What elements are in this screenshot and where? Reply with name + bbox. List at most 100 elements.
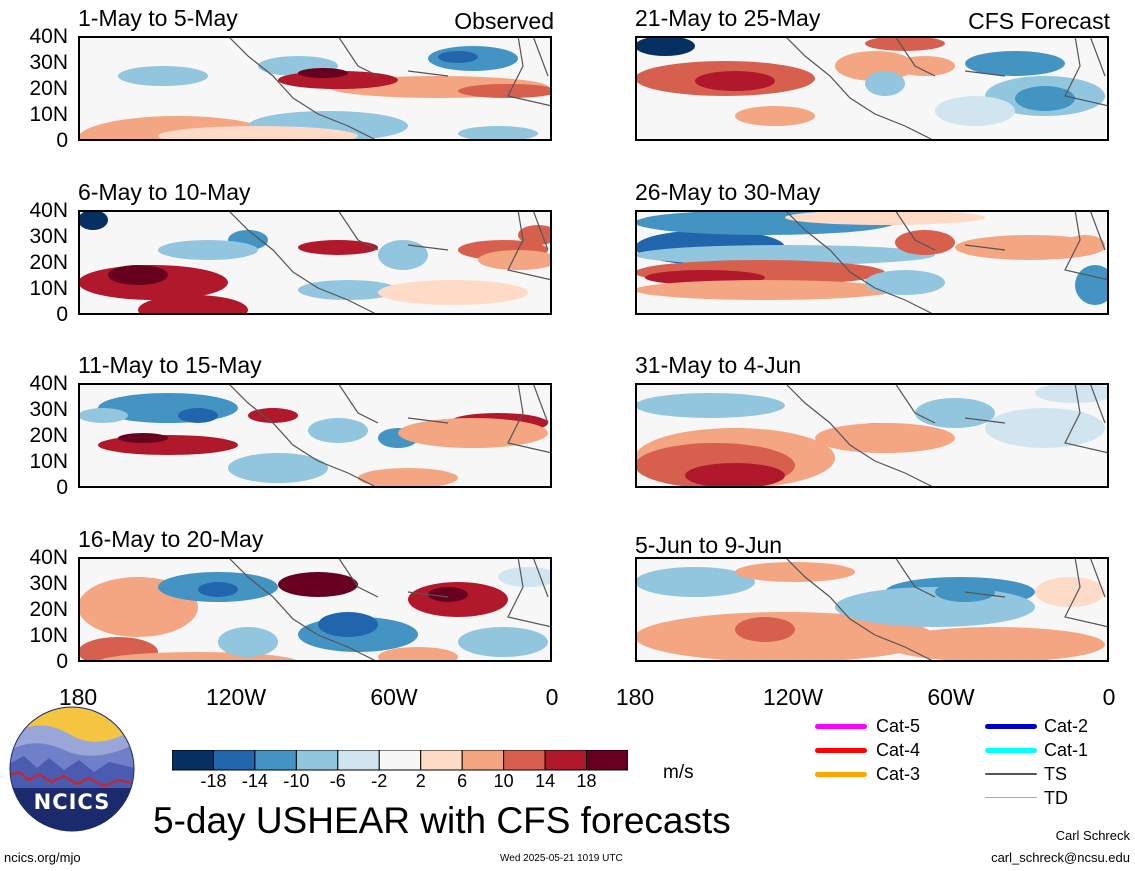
map-panel: [635, 557, 1109, 662]
shear-contour: [985, 408, 1105, 448]
y-tick-label: 0: [56, 303, 68, 326]
shear-contour: [438, 51, 478, 63]
x-tick-label: 0: [545, 684, 559, 710]
coastline: [784, 557, 1109, 662]
colorbar-tick-label: -10: [283, 771, 310, 791]
shear-contour: [378, 647, 458, 662]
colorbar-tick-label: 2: [415, 771, 426, 791]
map-panel: [635, 383, 1109, 488]
coastline: [227, 383, 552, 488]
panel-title: 31-May to 4-Jun: [635, 352, 802, 378]
map-frame: [635, 557, 1109, 662]
colorbar-tick-label: -18: [200, 771, 227, 791]
colorbar-tick-label: -2: [371, 771, 388, 791]
y-tick-label: 10N: [29, 277, 68, 300]
legend-label: Cat-5: [876, 716, 921, 736]
shear-contour: [218, 627, 278, 657]
y-tick-label: 40N: [29, 25, 68, 48]
shear-contour: [478, 250, 552, 270]
map-panel: [78, 557, 552, 662]
y-tick-label: 40N: [29, 372, 68, 395]
shear-contour: [935, 96, 1015, 126]
map-frame: [78, 210, 552, 315]
shear-contour: [458, 84, 552, 98]
x-tick-label: 120W: [762, 684, 824, 710]
shear-contour: [228, 453, 328, 483]
legend-label: TS: [1044, 764, 1068, 784]
shear-contour: [318, 612, 378, 637]
footer-url: ncics.org/mjo: [4, 850, 81, 865]
colorbar-swatch: [461, 750, 505, 771]
x-tick-label: 60W: [370, 684, 418, 710]
shear-contour: [248, 408, 298, 423]
shear-contour: [865, 36, 945, 51]
colorbar-swatch: [503, 750, 546, 771]
colorbar-tick-label: -14: [241, 771, 268, 791]
y-tick-label: 20N: [29, 598, 68, 621]
colorbar-tick-label: 14: [535, 771, 556, 791]
shear-contour: [695, 71, 775, 91]
shear-contour: [1065, 235, 1105, 255]
map-panel: [78, 36, 552, 141]
shear-contour: [735, 106, 815, 126]
map-frame: [78, 557, 552, 662]
legend-line-ts: [985, 773, 1037, 775]
legend-label: Cat-3: [876, 764, 921, 784]
y-tick-label: 30N: [29, 398, 68, 421]
shear-contour: [635, 245, 935, 265]
shear-contour: [518, 225, 552, 245]
coastline: [227, 557, 552, 662]
coastline: [784, 210, 1109, 315]
shear-contour: [865, 71, 905, 96]
shear-contour: [1015, 86, 1075, 111]
map-frame: [635, 36, 1109, 141]
x-tick-label: 180: [615, 684, 655, 710]
x-tick-label: 0: [1102, 684, 1116, 710]
y-tick-label: 30N: [29, 225, 68, 248]
coastline: [784, 383, 1109, 488]
shear-contour: [635, 393, 785, 418]
legend-line-cat5: [815, 724, 867, 729]
y-tick-label: 10N: [29, 450, 68, 473]
panel-title: 1-May to 5-May: [78, 5, 238, 31]
colorbar-tick-label: 10: [493, 771, 514, 791]
y-tick-label: 0: [56, 650, 68, 673]
y-tick-label: 0: [56, 476, 68, 499]
y-tick-label: 20N: [29, 424, 68, 447]
legend-line-cat3: [815, 772, 867, 777]
shear-contour: [358, 468, 458, 488]
panel-title: 21-May to 25-May: [635, 5, 821, 31]
colorbar-swatch: [172, 750, 214, 771]
map-frame: [78, 383, 552, 488]
footer-author: Carl Schreck: [1055, 828, 1130, 843]
map-panel: [78, 210, 552, 315]
legend-line-td: [985, 797, 1037, 798]
shear-contour: [138, 295, 248, 315]
y-tick-label: 40N: [29, 199, 68, 222]
shear-contour: [118, 66, 208, 86]
colorbar-swatch: [586, 750, 628, 771]
y-tick-label: 20N: [29, 77, 68, 100]
colorbar-swatch: [544, 750, 588, 771]
shear-contour: [685, 463, 785, 488]
shear-contour: [735, 562, 855, 582]
y-tick-label: 10N: [29, 624, 68, 647]
shear-contour: [785, 210, 985, 225]
panel-title: 11-May to 15-May: [78, 352, 262, 378]
shear-contour: [635, 280, 895, 300]
shear-contour: [108, 265, 168, 285]
legend-line-cat2: [985, 724, 1037, 729]
legend-line-cat4: [815, 748, 867, 753]
shear-contour: [298, 280, 398, 300]
main-title: 5-day USHEAR with CFS forecasts: [153, 800, 731, 841]
coastline: [227, 210, 552, 315]
panel-title: 5-Jun to 9-Jun: [635, 532, 783, 558]
shear-contour: [298, 68, 348, 78]
colorbar-tick-label: 6: [457, 771, 468, 791]
panel-title: 16-May to 20-May: [78, 526, 264, 552]
colorbar-tick-label: -6: [329, 771, 346, 791]
colorbar-swatch: [337, 750, 380, 771]
shear-contour: [428, 587, 468, 602]
y-tick-label: 30N: [29, 572, 68, 595]
shear-contour: [398, 418, 548, 448]
